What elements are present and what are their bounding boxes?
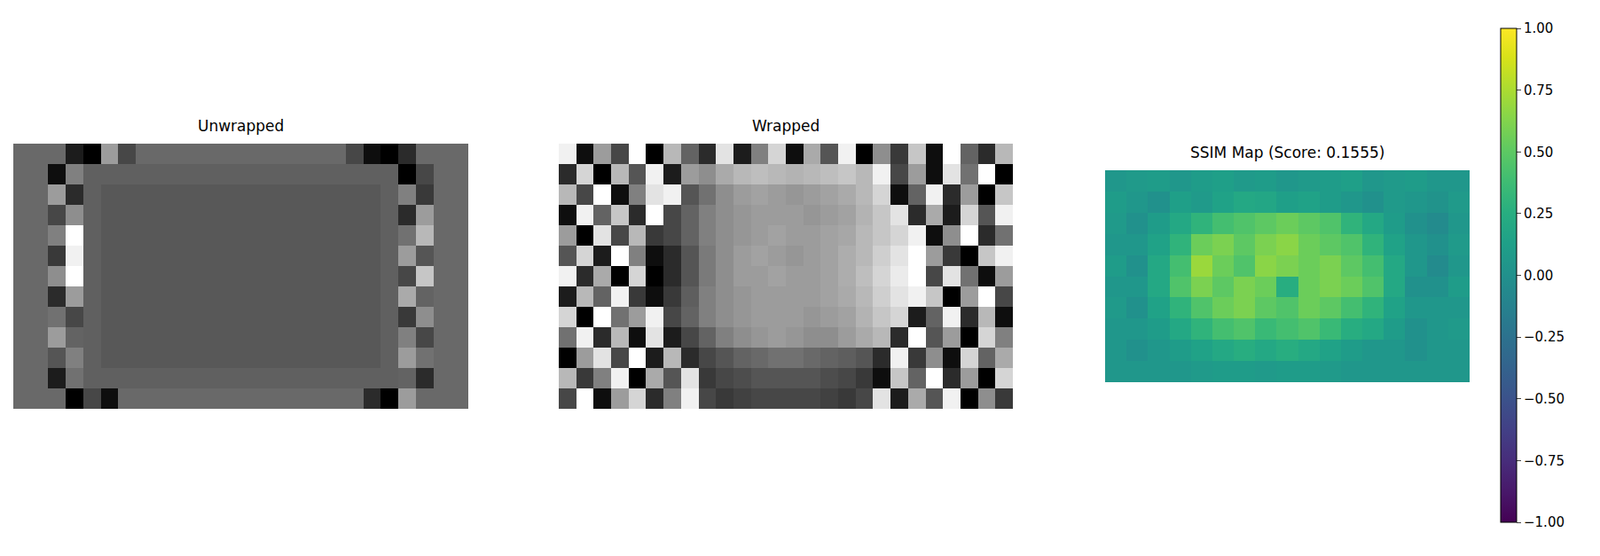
svg-text:−0.25: −0.25 (1523, 329, 1565, 346)
svg-text:−1.00: −1.00 (1523, 514, 1565, 531)
svg-text:−0.50: −0.50 (1523, 391, 1565, 408)
svg-text:SSIM Map (Score: 0.1555): SSIM Map (Score: 0.1555) (1190, 143, 1385, 162)
svg-text:Unwrapped: Unwrapped (197, 117, 284, 135)
svg-text:0.75: 0.75 (1523, 82, 1553, 99)
svg-text:1.00: 1.00 (1523, 20, 1553, 37)
svg-text:0.25: 0.25 (1523, 205, 1553, 222)
svg-text:−0.75: −0.75 (1523, 453, 1565, 470)
svg-text:0.00: 0.00 (1523, 267, 1553, 284)
svg-text:Wrapped: Wrapped (752, 117, 820, 135)
svg-text:0.50: 0.50 (1523, 144, 1553, 161)
